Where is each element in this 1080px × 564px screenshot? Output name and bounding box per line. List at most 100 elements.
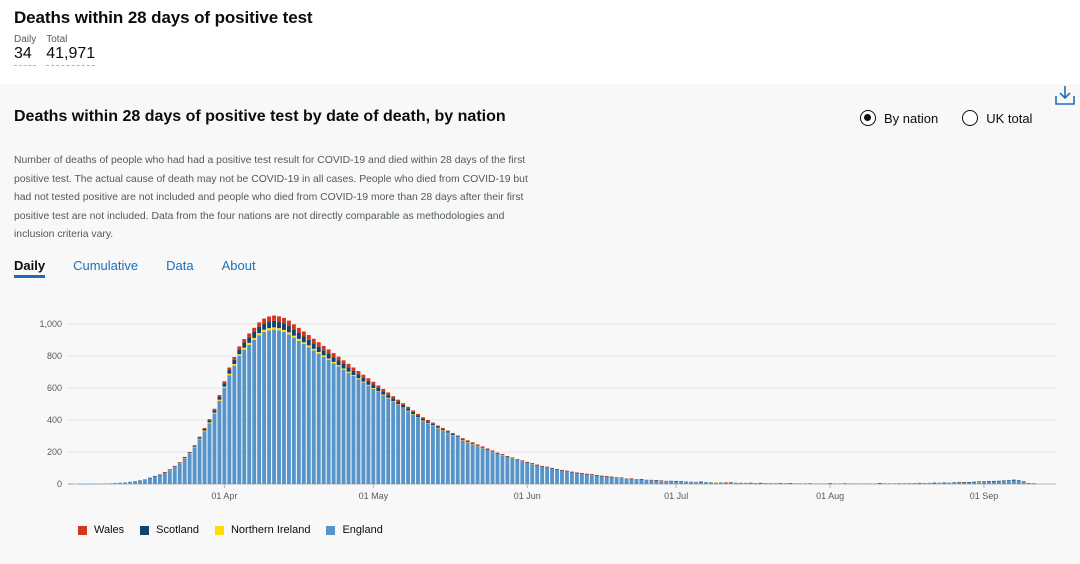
legend-item-england: England [326, 524, 383, 536]
download-icon[interactable] [1054, 84, 1076, 106]
bar-wales [346, 363, 351, 368]
bar-wales [520, 460, 525, 461]
bar-wales [440, 427, 445, 429]
bar-northern-ireland [262, 329, 267, 332]
bar-wales [579, 473, 584, 474]
bar-england [872, 483, 877, 485]
bar-scotland [1006, 480, 1011, 481]
bar-england [679, 481, 684, 484]
bar-scotland [321, 350, 326, 356]
tab-about[interactable]: About [221, 258, 256, 273]
bar-england [505, 456, 510, 484]
bar-england [793, 483, 798, 484]
radio-uk-total-label: UK total [986, 110, 1033, 126]
bar-northern-ireland [475, 445, 480, 447]
radio-uk-total[interactable]: UK total [962, 110, 1032, 126]
bar-wales [187, 452, 192, 453]
bar-northern-ireland [371, 388, 376, 389]
bar-wales [212, 408, 217, 411]
bar-wales [649, 479, 654, 481]
radio-by-nation-indicator[interactable] [860, 110, 876, 126]
bar-scotland [277, 321, 281, 329]
bar-northern-ireland [490, 451, 495, 453]
bar-england [530, 463, 535, 484]
bar-northern-ireland [326, 358, 331, 360]
legend-label-northern-ireland: Northern Ireland [230, 524, 311, 536]
bar-wales [262, 318, 267, 324]
bar-scotland [257, 326, 262, 334]
bar-scotland [391, 398, 396, 402]
bar-england [282, 332, 286, 484]
bar-england [823, 483, 828, 485]
bar-england [495, 453, 500, 484]
bar-wales [550, 467, 554, 469]
bar-wales [291, 324, 296, 330]
bar-england [669, 480, 674, 484]
bar-northern-ireland [470, 443, 475, 445]
tab-cumulative[interactable]: Cumulative [73, 258, 139, 273]
metric-daily-value[interactable]: 34 [14, 45, 37, 66]
bar-england [242, 349, 247, 484]
bar-wales [227, 367, 232, 371]
bar-england [227, 375, 232, 484]
metric-total-value[interactable]: 41,971 [46, 45, 96, 66]
bar-england [927, 482, 932, 484]
bar-england [520, 461, 525, 484]
bar-wales [629, 478, 634, 479]
bar-scotland [291, 329, 296, 336]
bar-scotland [455, 436, 460, 438]
bar-england [565, 471, 569, 484]
bar-scotland [351, 370, 356, 376]
bar-england [709, 482, 713, 484]
bar-northern-ireland [306, 345, 311, 348]
x-tick-label: 01 Aug [816, 491, 844, 501]
bar-scotland [1021, 481, 1026, 483]
radio-uk-total-indicator[interactable] [962, 110, 979, 126]
bar-wales [500, 454, 505, 455]
bar-england [763, 483, 768, 484]
bar-scotland [301, 336, 306, 343]
bar-wales [421, 417, 425, 419]
bar-wales [490, 450, 495, 451]
bar-scotland [515, 459, 520, 461]
bar-england [867, 483, 872, 485]
bar-wales [381, 388, 386, 392]
bar-wales [272, 315, 276, 321]
bar-scotland [788, 483, 793, 484]
bar-wales [356, 371, 361, 375]
bar-wales [411, 410, 415, 412]
bar-scotland [381, 391, 386, 395]
bar-scotland [227, 370, 232, 374]
bar-england [957, 482, 962, 484]
bar-scotland [426, 421, 430, 423]
bar-wales [535, 464, 540, 466]
bar-england [857, 483, 862, 485]
bar-scotland [182, 457, 187, 459]
bar-northern-ireland [450, 435, 455, 436]
bar-england [1001, 481, 1006, 484]
bar-scotland [316, 346, 321, 352]
bar-england [306, 347, 311, 484]
bar-wales [282, 317, 286, 324]
tab-data[interactable]: Data [166, 258, 194, 273]
bar-england [192, 447, 197, 484]
radio-by-nation[interactable]: By nation [860, 110, 938, 126]
bar-scotland [416, 415, 420, 418]
bar-england [1011, 480, 1016, 484]
bar-scotland [376, 388, 381, 392]
bar-england [684, 481, 689, 484]
bar-england [182, 458, 187, 484]
tab-daily[interactable]: Daily [14, 258, 46, 278]
bar-england [972, 482, 977, 484]
legend-swatch-northern-ireland [214, 525, 224, 535]
bar-scotland [1011, 479, 1016, 481]
bar-scotland [495, 452, 500, 454]
bar-wales [609, 476, 614, 478]
bar-northern-ireland [282, 329, 286, 332]
bar-wales [574, 472, 579, 474]
legend-swatch-england [326, 525, 336, 535]
bar-northern-ireland [421, 420, 425, 422]
bar-england [748, 482, 753, 484]
bar-wales [659, 480, 664, 481]
bar-wales [197, 436, 202, 438]
